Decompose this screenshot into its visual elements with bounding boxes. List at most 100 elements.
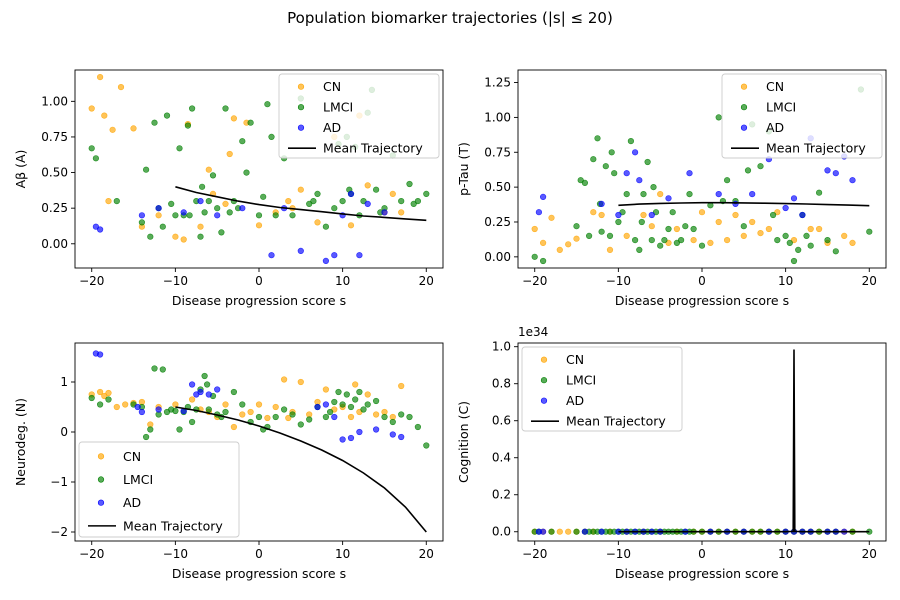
point-lmci (159, 366, 166, 373)
legend-label: AD (323, 120, 341, 135)
point-lmci (230, 388, 237, 396)
point-ad (598, 528, 605, 535)
x-tick-label: 0 (698, 547, 706, 561)
x-tick-label: 20 (419, 274, 434, 288)
point-lmci (832, 248, 839, 255)
point-lmci (539, 257, 547, 265)
point-lmci (410, 200, 417, 207)
point-cn (815, 225, 823, 233)
point-lmci (573, 223, 580, 230)
point-lmci (331, 398, 338, 406)
point-ad (155, 205, 162, 212)
point-lmci (585, 232, 593, 239)
point-cn (285, 198, 292, 205)
point-lmci (204, 381, 211, 388)
point-lmci (222, 105, 229, 112)
point-lmci (239, 138, 246, 145)
point-cn (606, 246, 614, 253)
point-cn (673, 225, 681, 233)
point-lmci (795, 246, 802, 253)
point-lmci (151, 119, 158, 126)
point-lmci (356, 388, 363, 396)
point-cn (230, 115, 237, 122)
point-lmci (159, 223, 166, 230)
point-cn (105, 198, 112, 205)
point-lmci (113, 198, 120, 205)
subplot-2: −20 −10 0 10 20 0.00 0.25 0.50 0.75 1.00 1.25 Disea… (456, 69, 887, 308)
legend-marker-lmci (297, 104, 305, 111)
x-tick-label: 0 (255, 274, 263, 288)
point-lmci (631, 237, 639, 244)
point-ad (636, 177, 643, 184)
y-tick-label: 0.25 (484, 215, 511, 229)
point-lmci (640, 191, 647, 198)
legend-label: Mean Trajectory (566, 414, 666, 429)
legend-label: CN (123, 449, 141, 464)
point-lmci (807, 242, 814, 249)
y-tick-label: 1 (60, 375, 68, 389)
point-cn (239, 411, 246, 418)
point-lmci (92, 155, 99, 162)
point-lmci (381, 413, 388, 421)
point-lmci (602, 163, 609, 170)
point-ad (598, 200, 605, 207)
x-tick-label: 10 (335, 547, 350, 561)
legend-label: CN (566, 352, 584, 367)
point-lmci (143, 433, 150, 441)
point-lmci (414, 198, 422, 205)
point-cn (88, 105, 95, 112)
point-lmci (197, 233, 204, 240)
point-lmci (264, 101, 271, 108)
point-ad (648, 211, 655, 219)
point-lmci (636, 246, 643, 253)
point-cn (347, 413, 355, 421)
point-lmci (176, 426, 183, 433)
point-lmci (239, 401, 246, 408)
point-ad (782, 204, 789, 212)
legend-label: Mean Trajectory (123, 518, 223, 533)
point-cn (749, 218, 756, 226)
mean-trajectory-line (618, 349, 870, 533)
point-lmci (414, 423, 422, 431)
point-lmci (209, 172, 217, 179)
point-lmci (373, 186, 380, 193)
point-lmci (184, 122, 191, 129)
point-cn (539, 239, 547, 246)
point-cn (765, 225, 773, 233)
legend-marker-ad (97, 499, 105, 506)
figure-title: Population biomarker trajectories (|s| ≤… (287, 9, 613, 27)
x-tick-label: 20 (862, 547, 877, 561)
legend-label: AD (566, 393, 584, 408)
point-lmci (218, 229, 225, 236)
point-ad (189, 381, 196, 388)
x-tick-label: −10 (606, 274, 631, 288)
point-cn (707, 239, 714, 246)
point-lmci (615, 218, 622, 226)
point-cn (531, 225, 538, 233)
point-cn (180, 236, 187, 243)
point-cn (373, 411, 380, 418)
y-tick-label: 0.2 (492, 488, 511, 502)
point-lmci (306, 200, 313, 207)
legend-marker-cn (97, 453, 105, 460)
point-cn (105, 389, 112, 397)
legend-marker-ad (740, 124, 748, 131)
point-lmci (335, 388, 342, 396)
point-cn (352, 381, 359, 388)
point-lmci (423, 442, 430, 449)
legend-label: LMCI (123, 472, 153, 487)
point-ad (832, 170, 839, 177)
point-ad (92, 223, 99, 230)
x-tick-label: 0 (698, 274, 706, 288)
y-tick-label: −2 (50, 525, 68, 539)
mean-trajectory-line (175, 186, 427, 222)
point-ad (347, 434, 355, 442)
point-lmci (138, 219, 145, 226)
y-axis-label: Cognition (C) (456, 401, 471, 483)
point-ad (615, 211, 622, 219)
point-cn (389, 190, 396, 197)
point-lmci (272, 413, 279, 421)
y-offset-label: 1e34 (518, 325, 548, 339)
